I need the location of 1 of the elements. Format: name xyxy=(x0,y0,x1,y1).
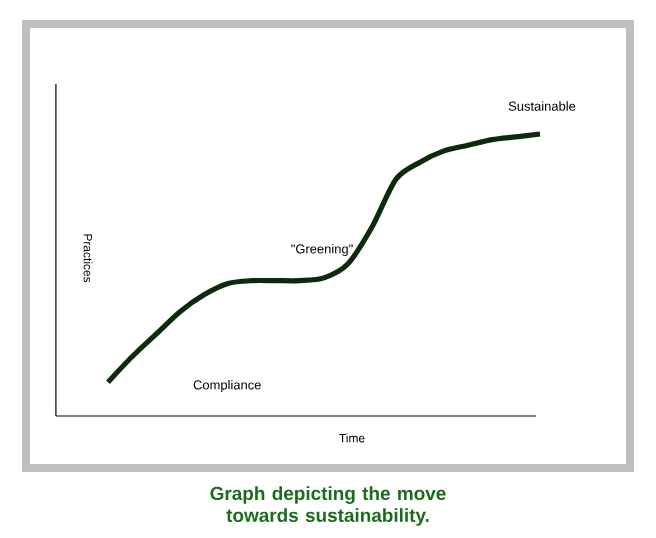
text: Graph depicting the move towards sustainability. xyxy=(210,486,446,526)
